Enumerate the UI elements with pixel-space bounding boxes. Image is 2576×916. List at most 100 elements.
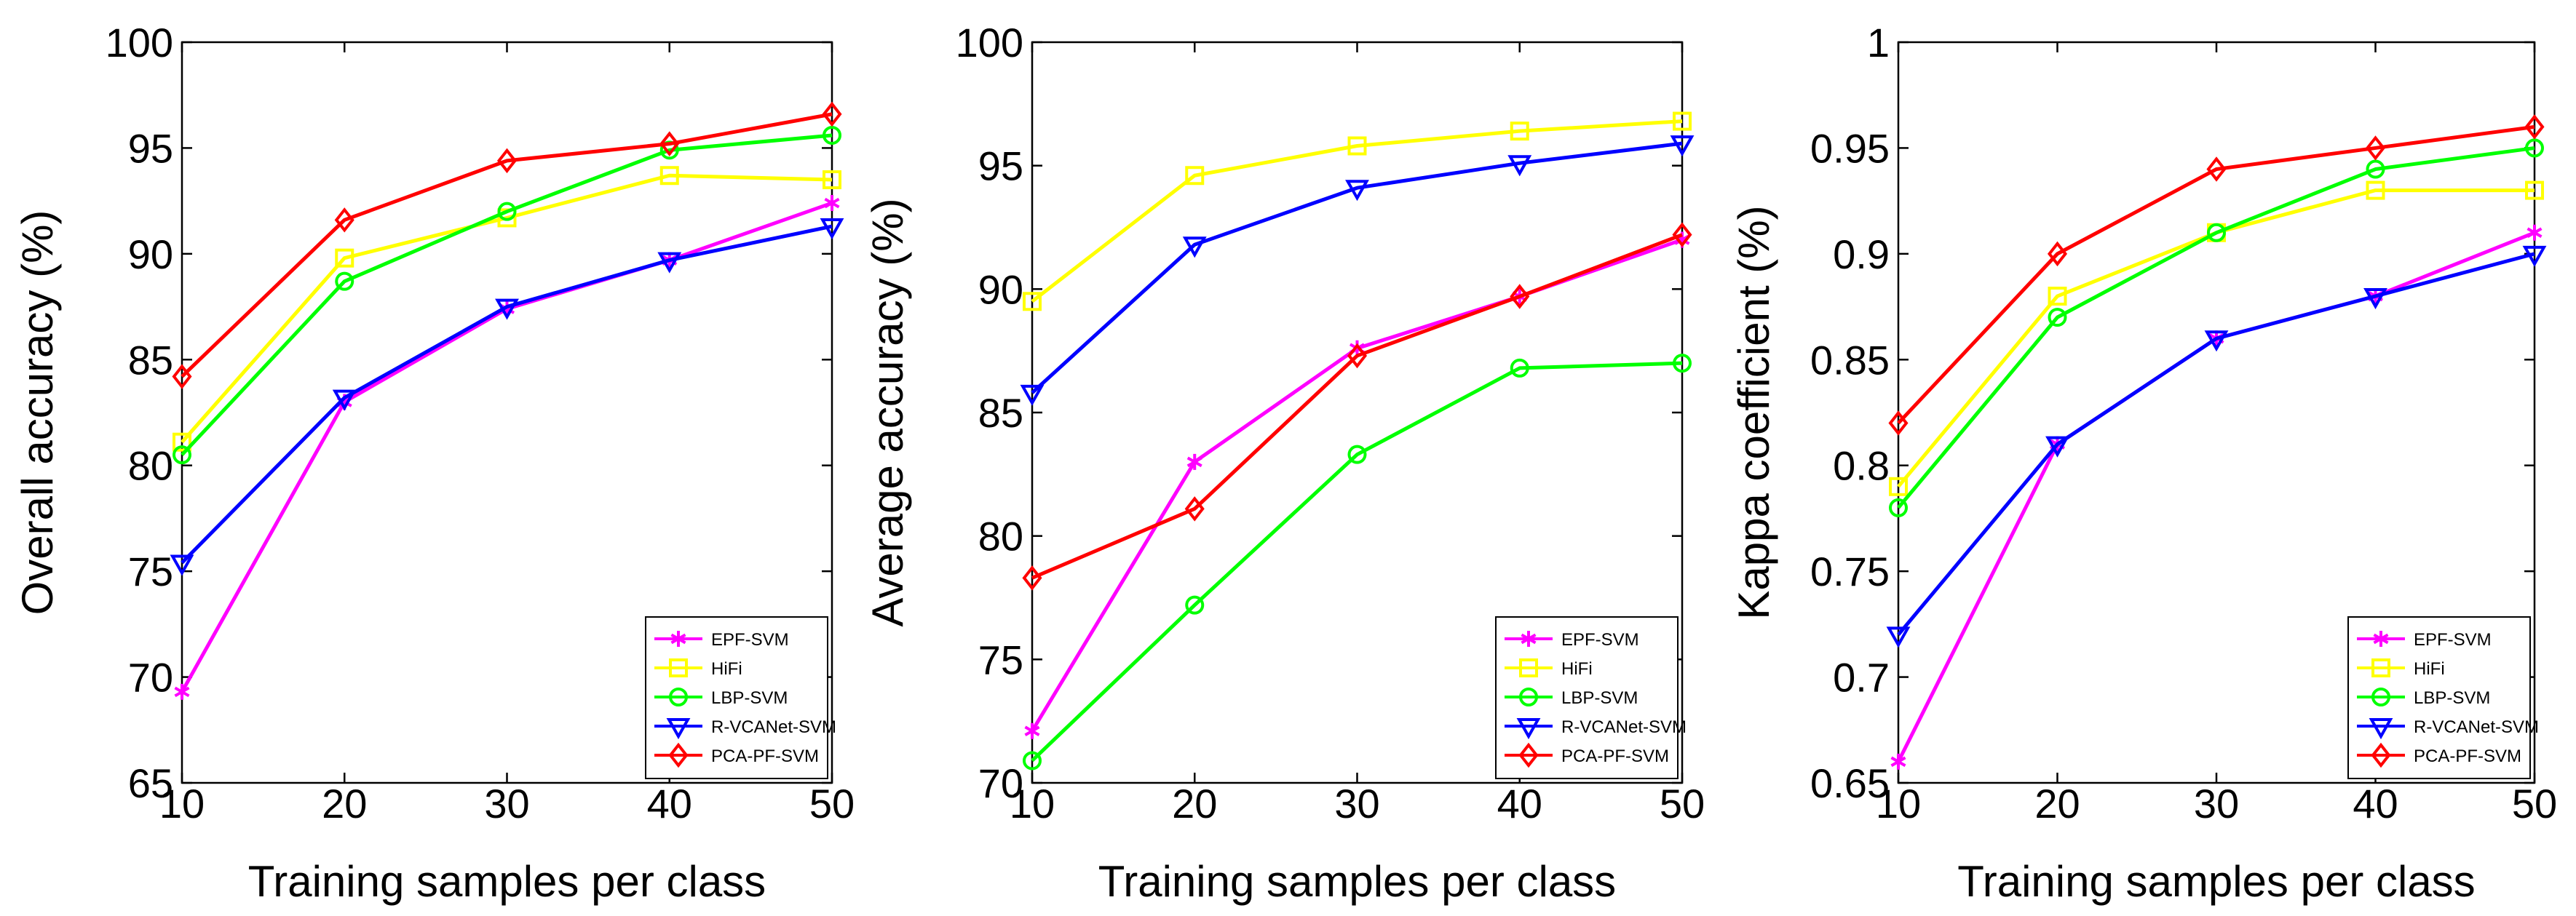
data-point-epf-svm — [2527, 224, 2543, 241]
data-point-hifi — [1510, 122, 1529, 141]
y-tick-label: 0.95 — [1810, 125, 1890, 171]
legend-item-hifi: HiFi — [1505, 658, 1593, 679]
x-tick-label: 50 — [809, 781, 855, 827]
series-line-r-vcanet-svm — [181, 224, 833, 565]
data-point-lbp-svm — [1510, 358, 1529, 378]
legend-item-hifi: HiFi — [2357, 658, 2445, 679]
data-point-hifi — [2048, 287, 2067, 306]
y-tick-label: 70 — [978, 760, 1023, 806]
legend-item-r-vcanet-svm: R-VCANet-SVM — [1505, 717, 1687, 740]
chart-panel-2: 10 20 30 40 50 70 75 80 85 90 95 100 Training sample… — [863, 20, 1705, 906]
series-pca-pf-svm — [172, 101, 842, 389]
y-tick-label: 70 — [128, 655, 173, 701]
data-point-lbp-svm — [335, 271, 354, 291]
data-point-hifi — [335, 248, 354, 268]
legend-marker — [1516, 718, 1541, 740]
x-axis-label: Training samples per class — [248, 857, 766, 906]
legend-label: LBP-SVM — [2414, 688, 2490, 708]
legend-marker — [2373, 631, 2389, 647]
y-tick-label: 0.65 — [1810, 760, 1890, 806]
x-axis-label: Training samples per class — [1957, 857, 2475, 906]
legend-label: R-VCANet-SVM — [2414, 717, 2539, 737]
x-tick-label: 30 — [2194, 781, 2239, 827]
x-tick-label: 50 — [2512, 781, 2557, 827]
y-tick-label: 85 — [978, 390, 1023, 436]
legend-label: R-VCANet-SVM — [711, 717, 836, 737]
data-point-r-vcanet-svm — [2204, 330, 2229, 352]
legend-label: EPF-SVM — [1561, 630, 1639, 650]
data-point-epf-svm — [1890, 753, 1906, 770]
y-tick-label: 85 — [128, 337, 173, 383]
data-point-epf-svm — [1024, 722, 1040, 739]
legend-item-r-vcanet-svm: R-VCANet-SVM — [654, 717, 836, 740]
data-point-lbp-svm — [1185, 595, 1205, 615]
chart-panel-1: 10 20 30 40 50 65 70 75 80 85 90 95 100 Training samp… — [13, 20, 855, 906]
x-axis-label: Training samples per class — [1098, 857, 1616, 906]
x-tick-label: 50 — [1660, 781, 1705, 827]
data-point-pca-pf-svm — [1510, 284, 1530, 309]
legend-item-epf-svm: EPF-SVM — [654, 630, 789, 650]
data-point-pca-pf-svm — [822, 101, 842, 127]
data-point-hifi — [1185, 166, 1205, 186]
data-point-pca-pf-svm — [2524, 114, 2545, 140]
series-lbp-svm — [173, 125, 841, 465]
legend-marker — [2369, 718, 2393, 740]
data-point-epf-svm — [1186, 453, 1202, 470]
legend-item-epf-svm: EPF-SVM — [2357, 630, 2492, 650]
data-point-epf-svm — [824, 195, 840, 212]
y-tick-label: 100 — [956, 20, 1023, 65]
data-point-hifi — [1347, 136, 1367, 156]
y-tick-label: 80 — [128, 443, 173, 489]
legend-marker — [1521, 631, 1537, 647]
x-tick-label: 20 — [2034, 781, 2080, 827]
legend-marker — [1519, 688, 1538, 706]
data-point-r-vcanet-svm — [332, 389, 357, 411]
y-tick-label: 0.9 — [1833, 231, 1890, 277]
data-point-lbp-svm — [2525, 138, 2544, 158]
data-point-pca-pf-svm — [2206, 156, 2227, 182]
legend-marker — [1518, 742, 1539, 768]
x-tick-label: 10 — [159, 781, 205, 827]
legend-marker — [666, 718, 691, 740]
data-point-pca-pf-svm — [659, 131, 680, 156]
data-point-r-vcanet-svm — [657, 252, 682, 274]
data-point-pca-pf-svm — [1888, 410, 1909, 436]
data-point-pca-pf-svm — [1022, 565, 1042, 591]
series-line-r-vcanet-svm — [1031, 141, 1683, 394]
y-tick-label: 0.8 — [1833, 443, 1890, 489]
data-point-pca-pf-svm — [496, 148, 518, 174]
legend-item-lbp-svm: LBP-SVM — [654, 688, 788, 708]
y-tick-label: 0.85 — [1810, 337, 1890, 383]
series-line-r-vcanet-svm — [1897, 252, 2535, 637]
data-point-r-vcanet-svm — [495, 298, 519, 320]
legend-label: LBP-SVM — [1561, 688, 1638, 708]
y-tick-label: 100 — [106, 20, 173, 65]
data-point-pca-pf-svm — [172, 364, 192, 389]
y-tick-label: 95 — [978, 143, 1023, 189]
x-tick-label: 10 — [1010, 781, 1055, 827]
data-point-r-vcanet-svm — [2045, 436, 2069, 458]
legend-item-lbp-svm: LBP-SVM — [2357, 688, 2490, 708]
x-tick-label: 40 — [1497, 781, 1542, 827]
y-axis-label: Kappa coefficient (%) — [1729, 205, 1778, 619]
data-point-hifi — [823, 170, 841, 190]
data-point-lbp-svm — [173, 445, 191, 465]
y-tick-label: 90 — [978, 266, 1023, 312]
x-tick-label: 40 — [2353, 781, 2398, 827]
data-point-hifi — [659, 166, 679, 186]
y-tick-label: 75 — [128, 549, 173, 594]
y-tick-label: 0.7 — [1833, 655, 1890, 701]
y-tick-label: 75 — [978, 637, 1023, 682]
x-tick-label: 40 — [647, 781, 692, 827]
legend-marker — [2371, 688, 2390, 706]
data-point-lbp-svm — [1023, 751, 1042, 770]
data-point-lbp-svm — [823, 125, 841, 145]
x-tick-label: 30 — [1334, 781, 1379, 827]
legend-label: HiFi — [711, 659, 742, 679]
data-point-r-vcanet-svm — [1182, 236, 1207, 258]
data-point-pca-pf-svm — [1347, 343, 1368, 369]
series-line-lbp-svm — [1031, 361, 1683, 762]
x-tick-label: 20 — [322, 781, 367, 827]
legend-label: PCA-PF-SVM — [1561, 746, 1669, 766]
